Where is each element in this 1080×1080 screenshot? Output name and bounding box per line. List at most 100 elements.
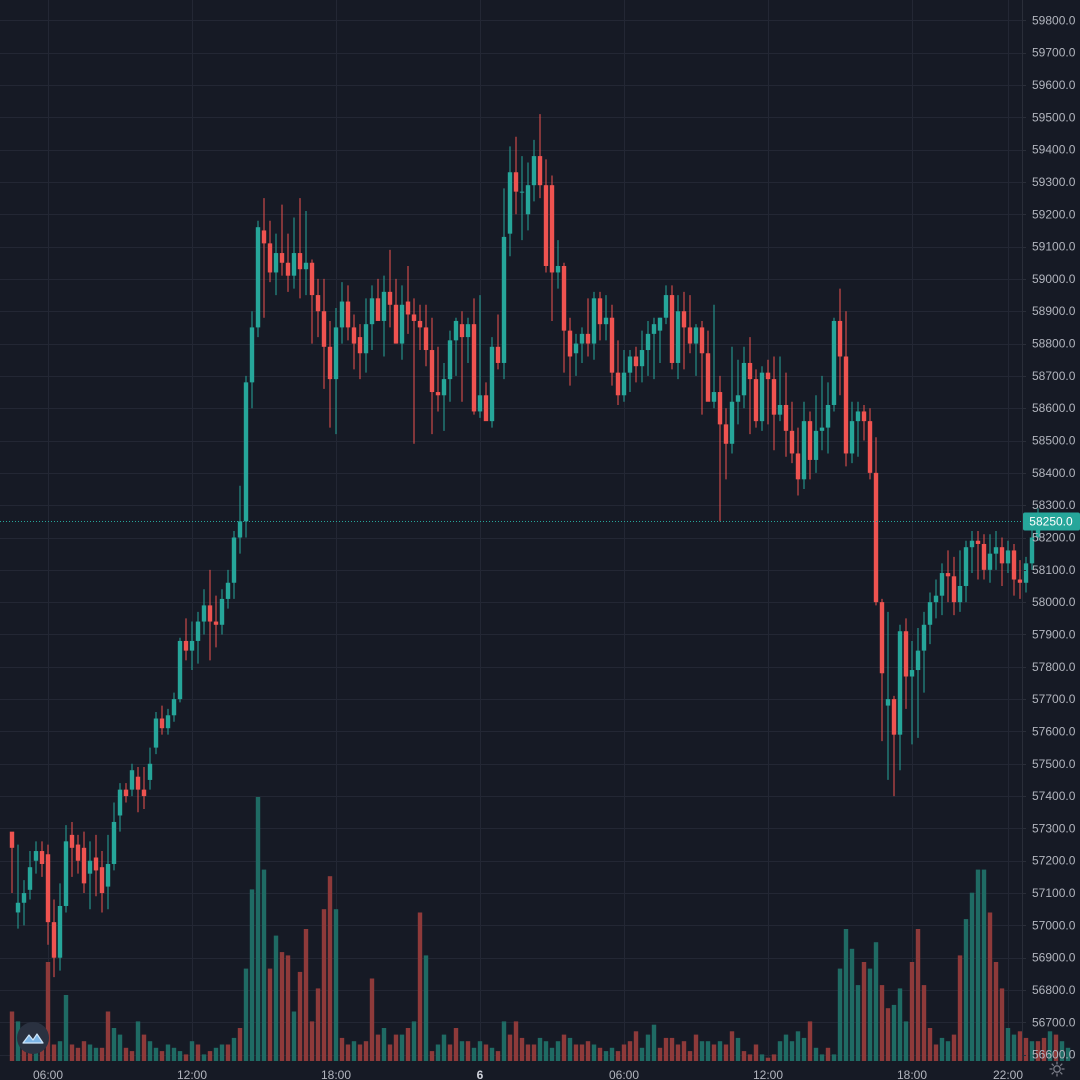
- candle[interactable]: [141, 767, 147, 810]
- candle[interactable]: [27, 851, 33, 900]
- candle[interactable]: [219, 589, 225, 635]
- candle[interactable]: [717, 375, 723, 522]
- candle[interactable]: [441, 362, 447, 431]
- candle[interactable]: [303, 211, 309, 296]
- candle[interactable]: [393, 278, 399, 344]
- candle[interactable]: [81, 831, 87, 894]
- candle[interactable]: [801, 401, 807, 490]
- candle[interactable]: [573, 333, 579, 376]
- candle[interactable]: [129, 763, 135, 797]
- candle[interactable]: [111, 802, 117, 871]
- candle[interactable]: [891, 695, 897, 797]
- candle[interactable]: [399, 285, 405, 360]
- candle[interactable]: [897, 624, 903, 771]
- candle[interactable]: [237, 485, 243, 554]
- candle[interactable]: [369, 285, 375, 351]
- candle[interactable]: [213, 595, 219, 648]
- candle[interactable]: [51, 899, 57, 978]
- candle[interactable]: [69, 821, 75, 877]
- candle[interactable]: [711, 304, 717, 409]
- candle[interactable]: [465, 317, 471, 363]
- candle[interactable]: [867, 408, 873, 480]
- candle[interactable]: [273, 233, 279, 296]
- candle[interactable]: [543, 159, 549, 273]
- candle[interactable]: [165, 708, 171, 735]
- candle[interactable]: [651, 317, 657, 380]
- candle[interactable]: [597, 291, 603, 341]
- candle[interactable]: [975, 531, 981, 580]
- candle[interactable]: [87, 841, 93, 910]
- candle[interactable]: [681, 291, 687, 370]
- candle[interactable]: [585, 298, 591, 357]
- candle[interactable]: [363, 298, 369, 373]
- candle[interactable]: [201, 589, 207, 635]
- candle[interactable]: [267, 220, 273, 283]
- candle[interactable]: [861, 404, 867, 441]
- candle[interactable]: [789, 401, 795, 464]
- candle[interactable]: [339, 282, 345, 344]
- candle[interactable]: [387, 249, 393, 328]
- candle[interactable]: [357, 324, 363, 380]
- candle[interactable]: [381, 275, 387, 357]
- candle[interactable]: [447, 330, 453, 402]
- candle[interactable]: [285, 233, 291, 292]
- candle[interactable]: [519, 156, 525, 241]
- candle[interactable]: [93, 834, 99, 897]
- candle[interactable]: [771, 356, 777, 451]
- candle[interactable]: [981, 534, 987, 580]
- candle[interactable]: [537, 114, 543, 199]
- candle[interactable]: [603, 295, 609, 341]
- candle[interactable]: [291, 217, 297, 289]
- candle[interactable]: [921, 611, 927, 693]
- candle[interactable]: [825, 382, 831, 454]
- candle[interactable]: [195, 611, 201, 664]
- candle[interactable]: [255, 220, 261, 338]
- candle[interactable]: [561, 262, 567, 373]
- candle[interactable]: [591, 291, 597, 360]
- candle[interactable]: [327, 320, 333, 428]
- candle[interactable]: [453, 317, 459, 376]
- candle[interactable]: [495, 314, 501, 370]
- candle[interactable]: [417, 304, 423, 351]
- candle[interactable]: [411, 298, 417, 444]
- candle[interactable]: [351, 314, 357, 370]
- candle[interactable]: [837, 288, 843, 396]
- candle[interactable]: [615, 340, 621, 405]
- candle[interactable]: [747, 337, 753, 435]
- candle[interactable]: [885, 611, 891, 780]
- candle[interactable]: [777, 356, 783, 422]
- candle[interactable]: [783, 372, 789, 457]
- price-axis[interactable]: 59800.0 59700.0 59600.0 59500.0 59400.0 59300…: [1022, 13, 1076, 1062]
- candle[interactable]: [405, 265, 411, 334]
- candle[interactable]: [507, 146, 513, 257]
- candle[interactable]: [1011, 543, 1017, 596]
- candle[interactable]: [957, 550, 963, 612]
- candle[interactable]: [969, 531, 975, 574]
- gear-icon[interactable]: [1048, 1060, 1066, 1078]
- candle[interactable]: [33, 841, 39, 874]
- candle[interactable]: [687, 295, 693, 354]
- candle[interactable]: [135, 767, 141, 813]
- candle[interactable]: [555, 240, 561, 289]
- candle[interactable]: [657, 317, 663, 363]
- candle[interactable]: [1029, 524, 1035, 570]
- candle[interactable]: [843, 311, 849, 467]
- candle[interactable]: [639, 330, 645, 383]
- candle[interactable]: [795, 427, 801, 496]
- candle[interactable]: [765, 359, 771, 425]
- candle[interactable]: [879, 598, 885, 742]
- candle[interactable]: [39, 841, 45, 877]
- candle[interactable]: [933, 579, 939, 619]
- candle[interactable]: [471, 298, 477, 415]
- candle[interactable]: [423, 304, 429, 367]
- candle[interactable]: [57, 883, 63, 971]
- candle[interactable]: [549, 175, 555, 321]
- candle[interactable]: [1023, 556, 1029, 593]
- candle[interactable]: [189, 621, 195, 671]
- candle[interactable]: [945, 550, 951, 603]
- candle[interactable]: [699, 320, 705, 415]
- candle[interactable]: [75, 834, 81, 874]
- candle[interactable]: [375, 278, 381, 321]
- candle[interactable]: [123, 783, 129, 803]
